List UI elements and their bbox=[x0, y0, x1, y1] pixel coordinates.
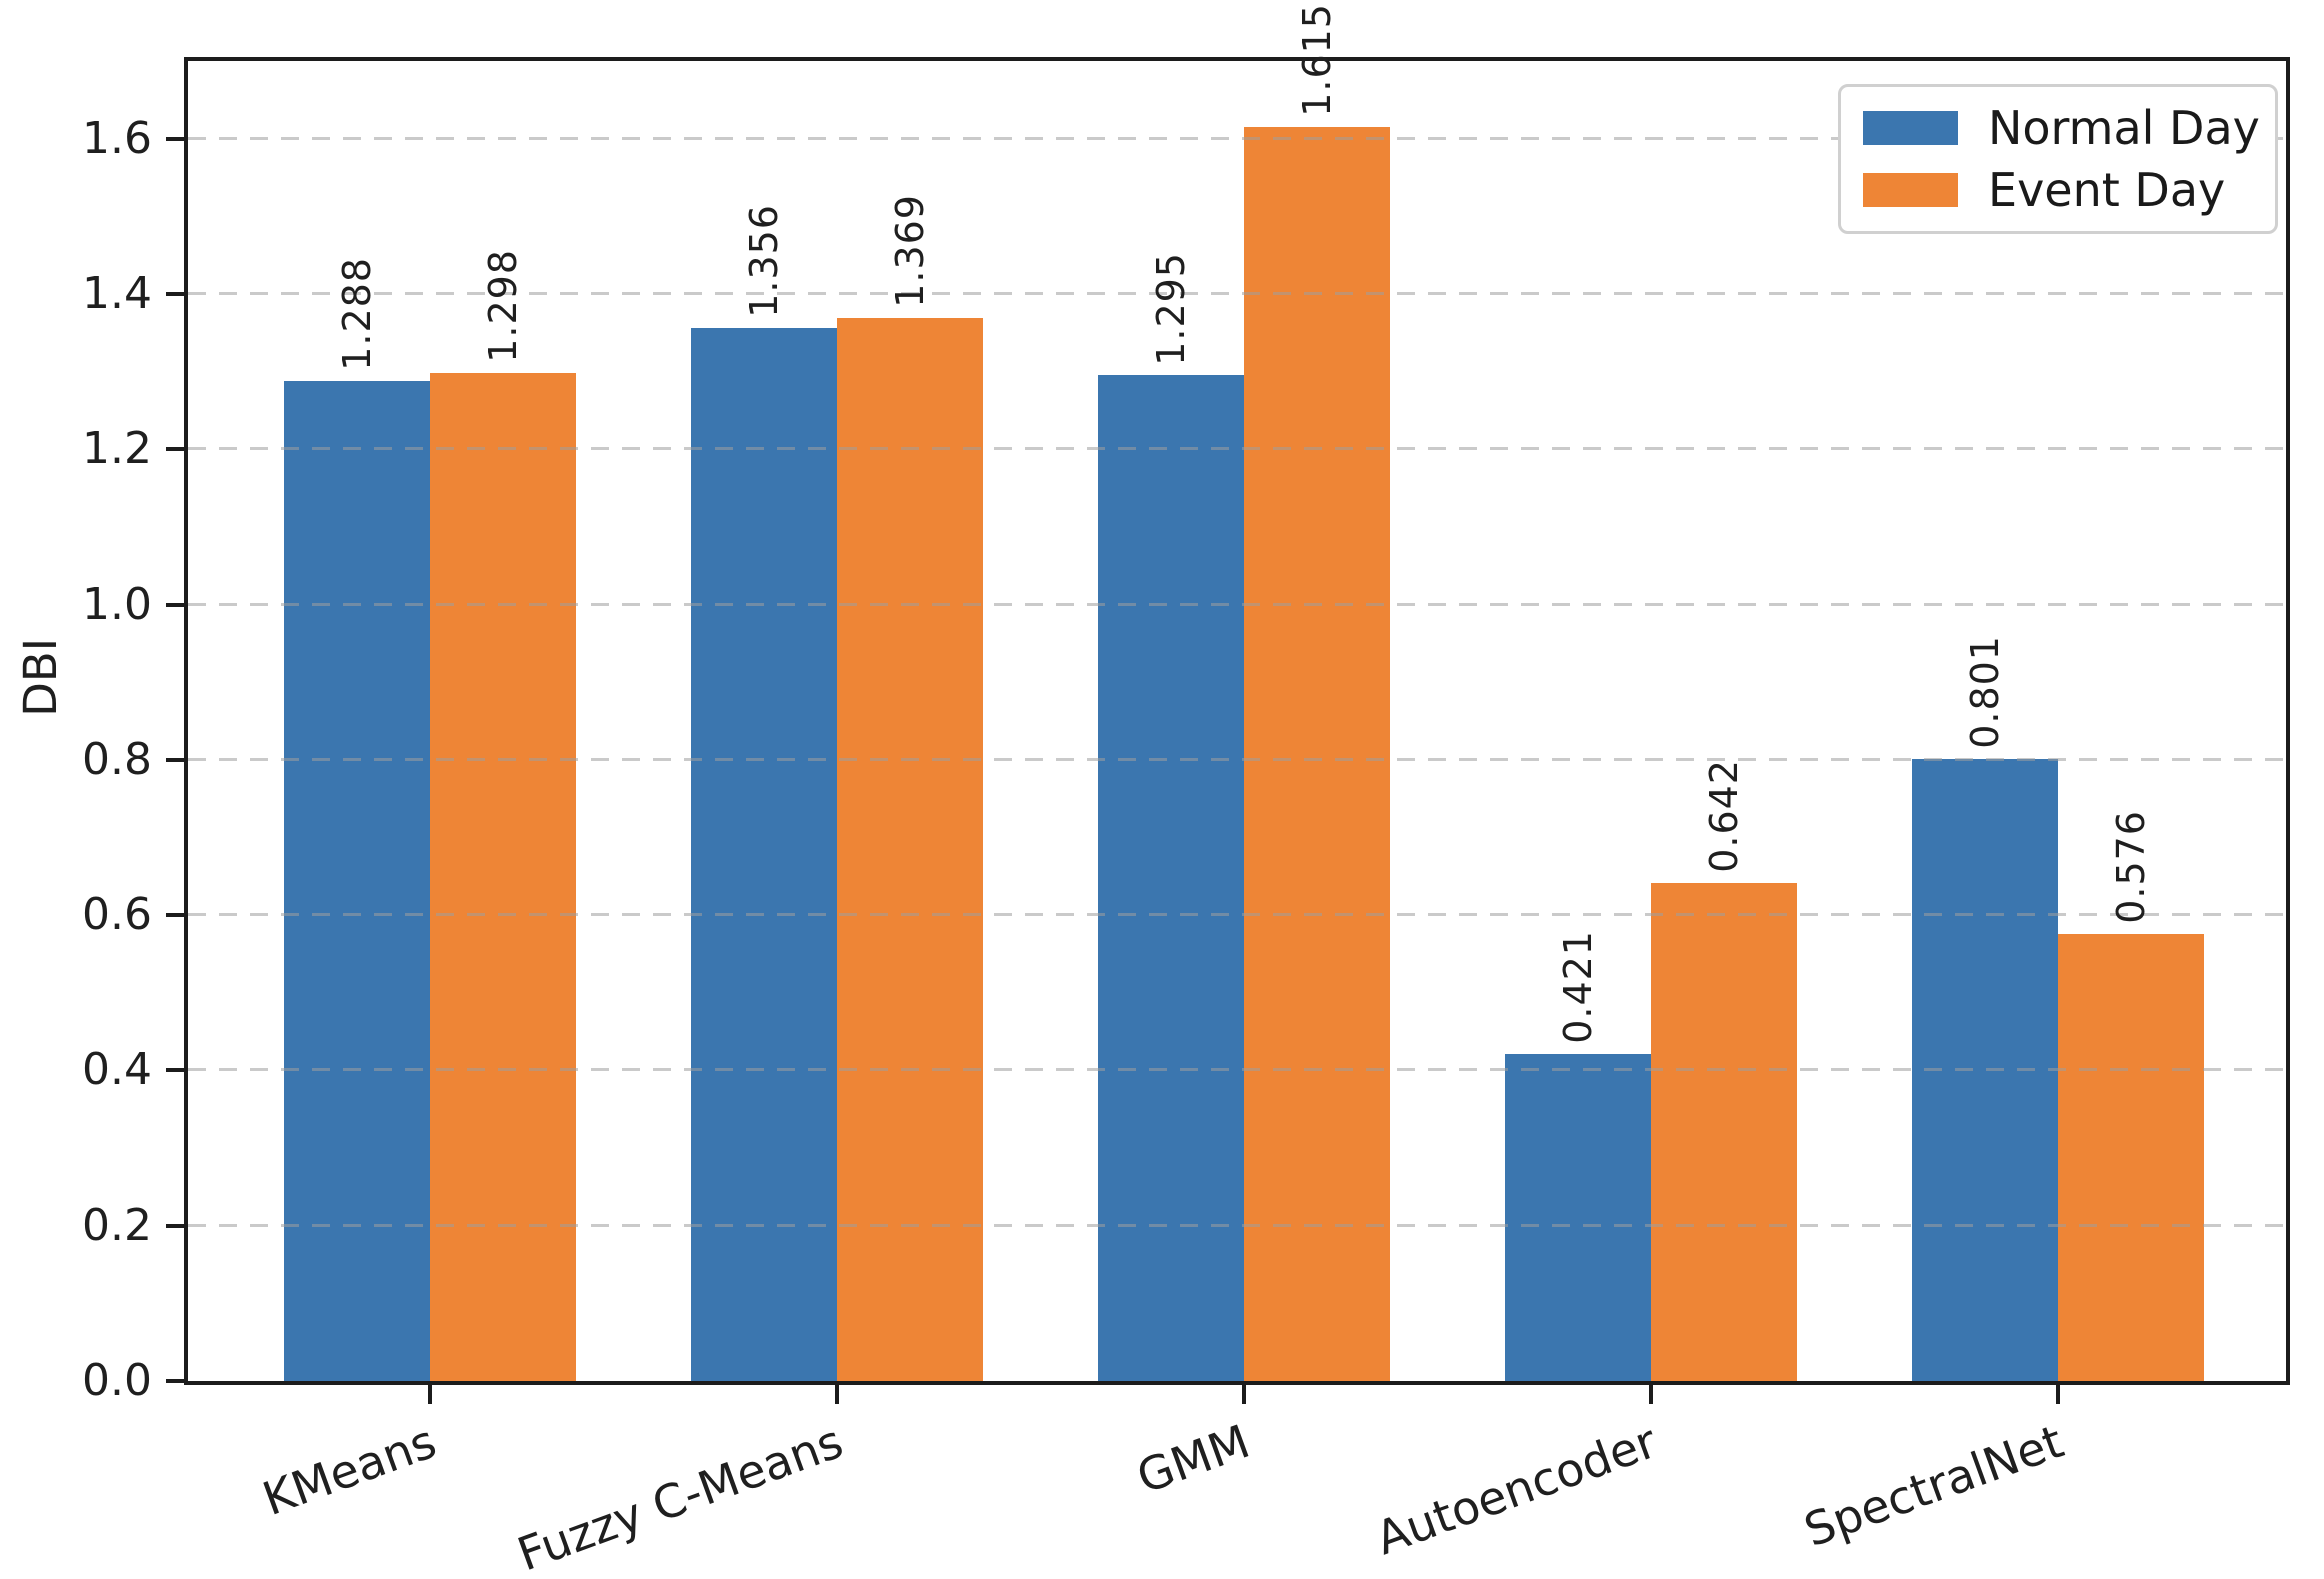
x-tick-spectralnet bbox=[2055, 1385, 2060, 1404]
y-tick-label-1-4: 1.4 bbox=[82, 267, 152, 319]
y-tick-1-6 bbox=[166, 136, 185, 141]
y-tick-1-4 bbox=[166, 291, 185, 296]
x-tick-label-gmm: GMM bbox=[1129, 1414, 1257, 1505]
legend: Normal Day Event Day bbox=[1838, 84, 2278, 234]
x-tick-label-spectralnet: SpectralNet bbox=[1797, 1414, 2071, 1558]
x-tick-fuzzy-c-means bbox=[835, 1385, 840, 1404]
value-label-normal-day-fuzzy-c-means: 1.356 bbox=[742, 204, 787, 319]
value-label-event-day-spectralnet: 0.576 bbox=[2108, 809, 2153, 924]
y-tick-label-0-8: 0.8 bbox=[82, 733, 152, 785]
y-tick-0-2 bbox=[166, 1223, 185, 1228]
bar-normal-day-spectralnet bbox=[1911, 759, 2058, 1381]
y-tick-1-0 bbox=[166, 602, 185, 607]
bar-event-day-kmeans bbox=[430, 373, 577, 1381]
y-tick-label-0-0: 0.0 bbox=[82, 1355, 152, 1406]
y-tick-label-0-6: 0.6 bbox=[82, 889, 152, 941]
value-label-normal-day-autoencoder: 0.421 bbox=[1555, 930, 1600, 1045]
value-label-event-day-gmm: 1.615 bbox=[1295, 3, 1339, 117]
y-axis-title: DBI bbox=[14, 638, 67, 717]
y-tick-0-8 bbox=[166, 757, 185, 762]
x-tick-label-fuzzy-c-means: Fuzzy C-Means bbox=[510, 1414, 850, 1579]
y-tick-label-0-2: 0.2 bbox=[82, 1199, 152, 1251]
bar-event-day-fuzzy-c-means bbox=[837, 318, 984, 1381]
value-label-normal-day-kmeans: 1.288 bbox=[335, 257, 380, 371]
legend-item-event-day: Event Day bbox=[1841, 163, 2275, 217]
value-label-event-day-autoencoder: 0.642 bbox=[1701, 758, 1746, 873]
bar-normal-day-autoencoder bbox=[1504, 1054, 1651, 1381]
bar-normal-day-gmm bbox=[1098, 375, 1244, 1381]
legend-item-normal-day: Normal Day bbox=[1841, 101, 2275, 155]
bar-normal-day-fuzzy-c-means bbox=[691, 328, 838, 1381]
y-tick-label-0-4: 0.4 bbox=[82, 1044, 152, 1096]
y-tick-0-6 bbox=[166, 913, 185, 918]
y-tick-1-2 bbox=[166, 447, 185, 452]
x-tick-autoencoder bbox=[1648, 1385, 1653, 1404]
y-tick-label-1-2: 1.2 bbox=[82, 423, 152, 475]
plot-area: 1.288 1.356 1.295 0.421 0.801 1.298 1.369 1.615… bbox=[184, 3, 2290, 1385]
bar-event-day-gmm bbox=[1244, 127, 1390, 1381]
y-tick-0-0 bbox=[166, 1379, 185, 1383]
y-tick-label-1-6: 1.6 bbox=[82, 112, 152, 164]
x-tick-label-kmeans: KMeans bbox=[255, 1414, 443, 1527]
value-label-normal-day-spectralnet: 0.801 bbox=[1962, 635, 2007, 750]
legend-swatch-normal-day bbox=[1863, 111, 1958, 145]
y-tick-0-4 bbox=[166, 1068, 185, 1073]
value-label-normal-day-gmm: 1.295 bbox=[1149, 251, 1193, 366]
value-label-event-day-fuzzy-c-means: 1.369 bbox=[888, 194, 933, 309]
legend-label-event-day: Event Day bbox=[1988, 163, 2226, 217]
x-tick-kmeans bbox=[428, 1385, 433, 1404]
bar-normal-day-kmeans bbox=[284, 380, 431, 1381]
legend-label-normal-day: Normal Day bbox=[1988, 101, 2260, 155]
bar-event-day-spectralnet bbox=[2057, 933, 2204, 1381]
y-tick-label-1-0: 1.0 bbox=[82, 578, 152, 630]
x-tick-gmm bbox=[1242, 1385, 1246, 1404]
x-tick-label-autoencoder: Autoencoder bbox=[1368, 1414, 1664, 1566]
legend-swatch-event-day bbox=[1863, 173, 1958, 207]
bar-event-day-autoencoder bbox=[1650, 882, 1797, 1381]
value-label-event-day-kmeans: 1.298 bbox=[481, 249, 526, 364]
